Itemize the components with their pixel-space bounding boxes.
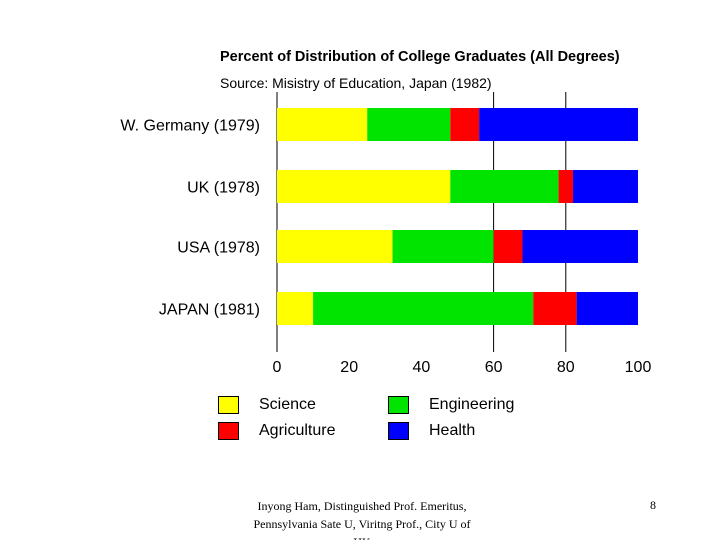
bar-w-germany-1979-engineering [367,108,451,141]
chart-subtitle: Source: Misistry of Education, Japan (19… [220,75,492,91]
legend-label-science: Science [259,396,316,413]
bar-japan-1981-science [277,292,314,325]
legend-item-engineering: Engineering [388,396,514,414]
category-label-usa-1978: USA (1978) [177,240,260,257]
bar-japan-1981-engineering [313,292,534,325]
bar-uk-1978-engineering [450,170,559,203]
bar-uk-1978-science [277,170,451,203]
bar-w-germany-1979-agriculture [450,108,480,141]
x-tick-label-20: 20 [340,359,358,376]
bar-w-germany-1979-science [277,108,368,141]
bar-uk-1978-health [573,170,638,203]
bar-w-germany-1979-health [479,108,638,141]
category-label-uk-1978: UK (1978) [187,180,260,197]
bar-uk-1978-agriculture [558,170,574,203]
page-number: 8 [650,498,656,512]
category-label-w-germany-1979: W. Germany (1979) [120,118,260,135]
bar-usa-1978-health [522,230,638,263]
x-tick-label-0: 0 [273,359,282,376]
x-tick-label-40: 40 [413,359,431,376]
legend-swatch-agriculture [218,422,239,440]
bar-usa-1978-science [277,230,393,263]
legend-item-science: Science [218,396,316,414]
legend-label-health: Health [429,422,476,439]
legend-swatch-engineering [388,396,409,414]
legend-item-health: Health [388,422,475,440]
category-label-japan-1981: JAPAN (1981) [159,302,260,319]
bar-usa-1978-agriculture [493,230,523,263]
legend-swatch-science [218,396,239,414]
footer-credit: Inyong Ham, Distinguished Prof. Emeritus… [253,499,471,540]
x-tick-label-100: 100 [625,359,652,376]
legend-swatch-health [388,422,409,440]
bar-usa-1978-engineering [392,230,494,263]
legend-label-engineering: Engineering [429,396,515,413]
bar-japan-1981-health [576,292,638,325]
x-tick-label-80: 80 [557,359,575,376]
chart-title: Percent of Distribution of College Gradu… [220,49,620,65]
legend-item-agriculture: Agriculture [218,422,335,440]
legend-label-agriculture: Agriculture [259,422,336,439]
x-tick-label-60: 60 [485,359,503,376]
bar-japan-1981-agriculture [533,292,577,325]
